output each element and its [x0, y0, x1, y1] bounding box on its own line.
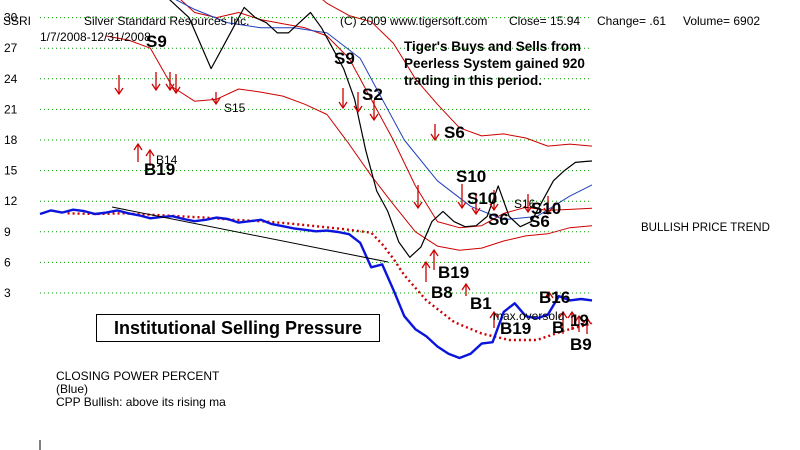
y-tick-label: 15	[4, 164, 18, 178]
ticker-label: SSRI	[3, 14, 32, 28]
signal-arrowhead	[489, 203, 499, 212]
signal-label: B1	[470, 294, 492, 313]
note-line: Peerless System gained 920	[404, 56, 585, 71]
y-tick-label: 18	[4, 133, 18, 147]
signal-arrowhead	[430, 133, 440, 142]
signal-arrowhead	[369, 113, 379, 122]
signal-arrowhead	[171, 86, 181, 95]
signal-label: B8	[431, 283, 453, 302]
signal-arrowhead	[471, 207, 481, 216]
y-axis-ticks: 39363330272421181512963	[4, 11, 18, 300]
signal-label: B16	[539, 288, 570, 307]
signal-arrowhead	[567, 310, 577, 319]
y-tick-label: 30	[4, 11, 18, 25]
signal-label: S15	[224, 101, 246, 115]
signal-arrowhead	[151, 83, 161, 92]
closing-power-percent-line	[39, 208, 593, 360]
y-tick-label: 12	[4, 194, 18, 208]
signal-label: S9	[334, 49, 355, 68]
signal-label: S10	[456, 167, 486, 186]
performance-note: Tiger's Buys and Sells from Peerless Sys…	[404, 38, 585, 89]
legend-line: CLOSING POWER PERCENT	[56, 369, 220, 383]
signal-arrowhead	[421, 260, 431, 269]
signal-arrowhead	[544, 290, 554, 299]
signal-arrowhead	[413, 201, 423, 210]
signal-label: S10	[531, 199, 561, 218]
signal-arrowhead	[461, 282, 471, 291]
trend-line	[111, 206, 389, 263]
ssri-price-line	[169, 0, 593, 258]
upper-band-line	[322, 0, 593, 147]
y-tick-label: 27	[4, 41, 18, 55]
signal-label: B9	[570, 335, 592, 354]
note-line: Tiger's Buys and Sells from	[404, 39, 582, 54]
signal-labels: S9S9S15S2S6S10S10S6S16S10S6B14B19B19B8B1…	[144, 32, 592, 354]
signal-label: B19	[438, 263, 469, 282]
signal-label: 19	[570, 311, 589, 330]
signal-arrowhead	[457, 201, 467, 210]
signal-label: B	[552, 318, 564, 337]
y-tick-label: 3	[4, 286, 11, 300]
y-tick-label: 21	[4, 102, 18, 116]
signal-arrowhead	[489, 310, 499, 319]
signal-label: S6	[444, 123, 465, 142]
signal-arrowhead	[133, 142, 143, 151]
company-name: Silver Standard Resources Inc.	[84, 14, 250, 28]
legend-line: CPP Bullish: above its rising ma	[56, 395, 226, 409]
signal-label: B19	[144, 160, 175, 179]
cpp-legend: CLOSING POWER PERCENT (Blue) CPP Bullish…	[56, 370, 226, 409]
signal-arrowhead	[582, 316, 592, 325]
signal-label: S6	[529, 212, 550, 231]
signal-label: S9	[146, 32, 167, 51]
y-tick-label: 24	[4, 72, 18, 86]
trend-label: BULLISH PRICE TREND	[641, 222, 770, 234]
change-value: Change= .61	[597, 14, 667, 28]
signal-label: S10	[467, 189, 497, 208]
signal-arrowhead	[114, 87, 124, 96]
close-value: Close= 15.94	[509, 14, 581, 28]
signal-arrowhead	[145, 148, 155, 157]
signal-arrowhead	[574, 314, 584, 323]
signal-label: max.oversold	[493, 309, 564, 323]
volume-value: Volume= 6902	[683, 14, 761, 28]
signal-arrowhead	[211, 97, 221, 106]
gridlines	[40, 17, 592, 294]
signal-label: B14	[156, 153, 178, 167]
signal-arrowhead	[165, 83, 175, 92]
signal-label: S16	[514, 197, 536, 211]
date-range: 1/7/2008-12/31/2008	[40, 30, 151, 44]
y-tick-label: 6	[4, 255, 11, 269]
institutional-selling-box: Institutional Selling Pressure	[96, 314, 380, 342]
signal-arrowhead	[429, 248, 439, 257]
moving-average-line	[175, 0, 593, 221]
lower-band-line	[106, 35, 593, 251]
signal-label: S6	[488, 210, 509, 229]
source-credit: (C) 2009 www.tigersoft.com	[340, 14, 488, 28]
signal-arrowhead	[353, 105, 363, 114]
note-line: trading in this period.	[404, 73, 542, 88]
signal-label: B19	[500, 319, 531, 338]
signal-arrowhead	[523, 205, 533, 214]
signal-arrowhead	[338, 101, 348, 110]
series-lines	[39, 0, 593, 360]
y-tick-label: 9	[4, 225, 11, 239]
signal-arrowhead	[543, 207, 553, 216]
middle-band-line	[180, 0, 593, 229]
signal-arrows	[114, 72, 592, 334]
signal-label: S2	[362, 85, 383, 104]
signal-arrowhead	[558, 310, 568, 319]
legend-line: (Blue)	[56, 382, 89, 396]
